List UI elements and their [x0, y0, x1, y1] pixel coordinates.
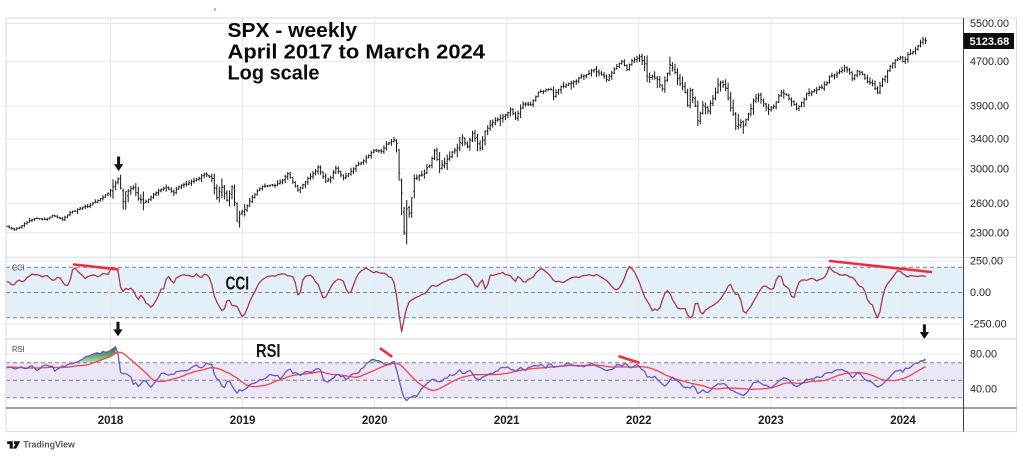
svg-text:RSI: RSI — [256, 341, 281, 361]
svg-text:2021: 2021 — [494, 415, 520, 427]
svg-text:4700.00: 4700.00 — [970, 56, 1009, 68]
svg-text:3900.00: 3900.00 — [970, 101, 1009, 113]
svg-text:5123.68: 5123.68 — [970, 36, 1010, 48]
svg-text:RSI: RSI — [12, 344, 25, 354]
svg-text:3400.00: 3400.00 — [970, 134, 1009, 146]
svg-text:2022: 2022 — [626, 415, 652, 427]
svg-text:2020: 2020 — [362, 415, 388, 427]
svg-text:CCI: CCI — [226, 274, 250, 294]
svg-text:250.00: 250.00 — [970, 256, 1003, 268]
svg-text:2018: 2018 — [98, 415, 124, 427]
svg-text:CCI: CCI — [12, 263, 25, 273]
svg-text:2023: 2023 — [758, 415, 784, 427]
svg-text:80.00: 80.00 — [970, 349, 997, 361]
svg-text:-250.00: -250.00 — [970, 319, 1007, 331]
svg-text:April 2017 to March 2024: April 2017 to March 2024 — [228, 41, 486, 63]
svg-text:3000.00: 3000.00 — [970, 164, 1009, 176]
svg-text:2300.00: 2300.00 — [970, 227, 1009, 239]
svg-text:2019: 2019 — [230, 415, 256, 427]
svg-text:2600.00: 2600.00 — [970, 198, 1009, 210]
svg-text:SPX - weekly: SPX - weekly — [228, 20, 358, 42]
svg-text:Log scale: Log scale — [228, 63, 320, 85]
svg-text:TradingView: TradingView — [23, 440, 75, 450]
svg-text:5500.00: 5500.00 — [970, 18, 1009, 30]
svg-text:0.00: 0.00 — [970, 287, 991, 299]
svg-text:2024: 2024 — [890, 415, 916, 427]
svg-text:40.00: 40.00 — [970, 384, 997, 396]
